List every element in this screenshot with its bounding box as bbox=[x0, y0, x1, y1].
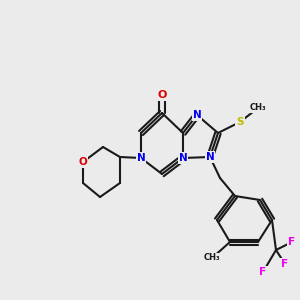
Text: F: F bbox=[281, 259, 289, 269]
Text: F: F bbox=[260, 267, 267, 277]
Text: CH₃: CH₃ bbox=[204, 254, 220, 262]
Text: S: S bbox=[236, 117, 244, 127]
Text: N: N bbox=[206, 152, 214, 162]
Text: N: N bbox=[193, 110, 201, 120]
Text: F: F bbox=[288, 237, 296, 247]
Text: N: N bbox=[178, 153, 188, 163]
Text: O: O bbox=[79, 157, 87, 167]
Text: O: O bbox=[157, 90, 167, 100]
Text: N: N bbox=[136, 153, 146, 163]
Text: CH₃: CH₃ bbox=[250, 103, 266, 112]
